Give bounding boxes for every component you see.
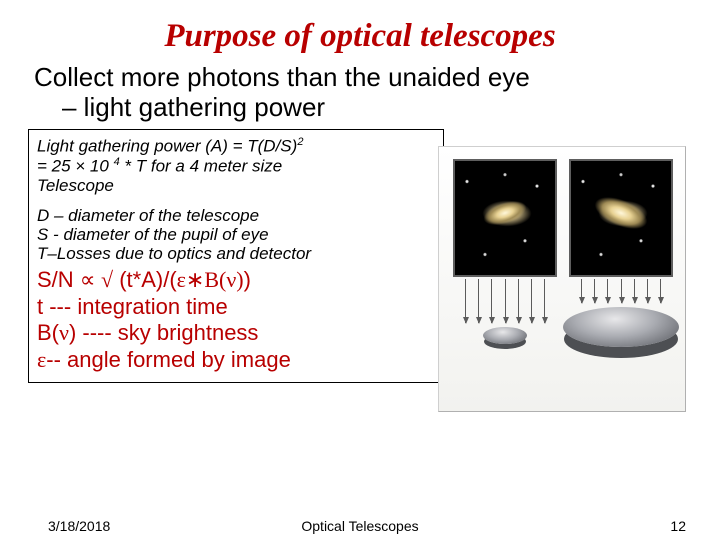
ray-icon [647, 279, 648, 303]
light-rays-small [453, 279, 557, 323]
ray-icon [505, 279, 506, 323]
sn-line1-c: ) [244, 267, 251, 292]
sn-line1-a: S/N [37, 267, 80, 292]
slide-title: Purpose of optical telescopes [26, 18, 694, 55]
sky-panel-small [453, 159, 557, 277]
sn-line2: t --- integration time [37, 294, 228, 319]
def-t: T–Losses due to optics and detector [37, 244, 311, 263]
ray-icon [465, 279, 466, 323]
lead-line-2: – light gathering power [62, 93, 694, 123]
ray-icon [531, 279, 532, 323]
ray-icon [607, 279, 608, 303]
slide: Purpose of optical telescopes Collect mo… [0, 0, 720, 540]
formula-exp1: 2 [297, 136, 303, 148]
ray-icon [491, 279, 492, 323]
ray-icon [544, 279, 545, 323]
sn-line3-a: B( [37, 320, 59, 345]
light-gathering-formula: Light gathering power (A) = T(D/S)2 = 25… [37, 136, 435, 196]
lead-text: Collect more photons than the unaided ey… [34, 63, 694, 123]
galaxy-icon [472, 191, 538, 236]
formula-box: Light gathering power (A) = T(D/S)2 = 25… [28, 129, 444, 383]
sn-line1-b: (t*A)/( [113, 267, 177, 292]
formula-line2a: = 25 × 10 [37, 157, 114, 176]
def-d: D – diameter of the telescope [37, 206, 259, 225]
nu-symbol: ν [59, 320, 69, 345]
sky-panel-large [569, 159, 673, 277]
ray-icon [621, 279, 622, 303]
sn-line4-b: -- angle formed by image [46, 347, 291, 372]
ray-icon [594, 279, 595, 303]
formula-line3: Telescope [37, 176, 114, 195]
galaxy-icon [580, 183, 663, 244]
epsilon-symbol: ε [37, 347, 46, 372]
ray-icon [478, 279, 479, 323]
variable-definitions: D – diameter of the telescope S - diamet… [37, 206, 435, 263]
telescope-illustration [438, 146, 686, 412]
ray-icon [660, 279, 661, 303]
footer-title: Optical Telescopes [0, 518, 720, 534]
mirror-small [483, 327, 527, 344]
signal-to-noise: S/N ∝ √ (t*A)/(ε∗Β(ν)) t --- integration… [37, 267, 435, 374]
mirror-large [563, 307, 679, 347]
page-number: 12 [670, 518, 686, 534]
lead-line-1: Collect more photons than the unaided ey… [34, 62, 530, 92]
ray-icon [634, 279, 635, 303]
light-rays-large [569, 279, 673, 303]
proportional-sqrt-symbol: ∝ √ [80, 267, 113, 292]
formula-line1: Light gathering power (A) = T(D/S) [37, 136, 297, 155]
sn-greek-1: ε∗Β(ν) [177, 267, 244, 292]
formula-line2b: * T for a 4 meter size [120, 157, 283, 176]
ray-icon [581, 279, 582, 303]
ray-icon [518, 279, 519, 323]
def-s: S - diameter of the pupil of eye [37, 225, 269, 244]
sn-line3-b: ) ---- sky brightness [69, 320, 258, 345]
